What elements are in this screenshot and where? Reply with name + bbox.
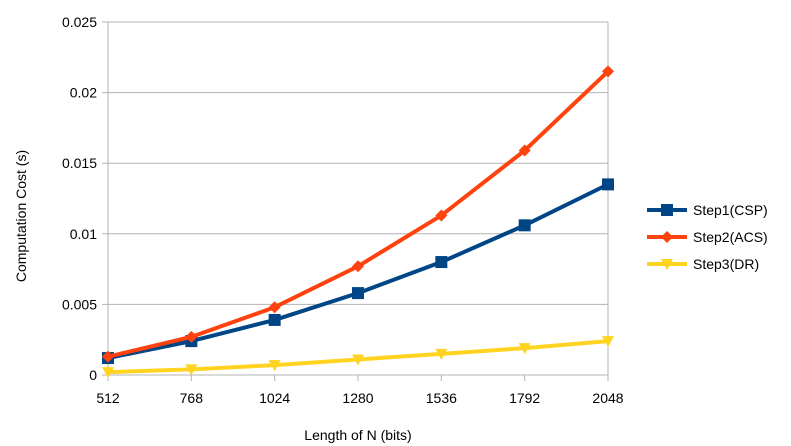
data-point: [352, 354, 364, 366]
legend-label: Step2(ACS): [693, 229, 768, 245]
legend-item-2: Step3(DR): [647, 256, 759, 272]
series-lines: [102, 65, 614, 379]
x-tick-label: 768: [180, 390, 204, 406]
series-2: [102, 336, 614, 379]
y-axis-label: Computation Cost (s): [13, 150, 29, 282]
x-tick-label: 1280: [342, 390, 373, 406]
series-line: [106, 69, 610, 359]
x-axis-ticks: 512 768 1024 1280 1536 1792 2048: [96, 375, 624, 406]
data-point: [268, 301, 281, 314]
data-point: [518, 219, 531, 232]
data-point: [102, 350, 114, 363]
data-point: [602, 178, 614, 191]
plot-area: [107, 22, 609, 376]
y-tick-label: 0.005: [62, 296, 97, 312]
legend-label: Step3(DR): [693, 256, 759, 272]
data-point: [185, 364, 198, 376]
series-1: [102, 65, 614, 363]
data-point: [185, 330, 198, 343]
legend-marker: [661, 204, 673, 216]
data-point: [602, 65, 614, 78]
x-tick-label: 2048: [592, 390, 623, 406]
legend: Step1(CSP) Step2(ACS) Step3(DR): [647, 202, 768, 272]
data-point: [518, 343, 531, 355]
data-point: [518, 144, 531, 157]
x-tick-label: 1536: [426, 390, 457, 406]
gridlines: [108, 21, 608, 376]
legend-label: Step1(CSP): [693, 202, 768, 218]
x-axis-label: Length of N (bits): [304, 427, 411, 443]
data-point: [352, 260, 364, 273]
data-point: [435, 256, 448, 269]
data-point: [352, 287, 364, 300]
y-tick-label: 0.025: [62, 14, 97, 30]
data-point: [435, 348, 448, 360]
y-axis-ticks: 0 0.005 0.01 0.015 0.02 0.025: [62, 14, 108, 383]
legend-item-1: Step2(ACS): [647, 229, 768, 245]
data-point: [102, 367, 114, 379]
legend-marker: [661, 259, 673, 270]
data-point: [602, 336, 614, 348]
y-tick-label: 0.015: [62, 155, 97, 171]
x-tick-label: 1792: [509, 390, 540, 406]
legend-item-0: Step1(CSP): [647, 202, 768, 218]
data-point: [435, 209, 448, 222]
data-point: [268, 360, 281, 372]
y-tick-label: 0.01: [70, 226, 97, 242]
data-point: [268, 313, 281, 326]
legend-marker: [661, 231, 673, 243]
y-tick-label: 0.02: [70, 85, 97, 101]
y-tick-label: 0: [89, 367, 97, 383]
x-tick-label: 1024: [259, 390, 290, 406]
x-tick-label: 512: [96, 390, 120, 406]
